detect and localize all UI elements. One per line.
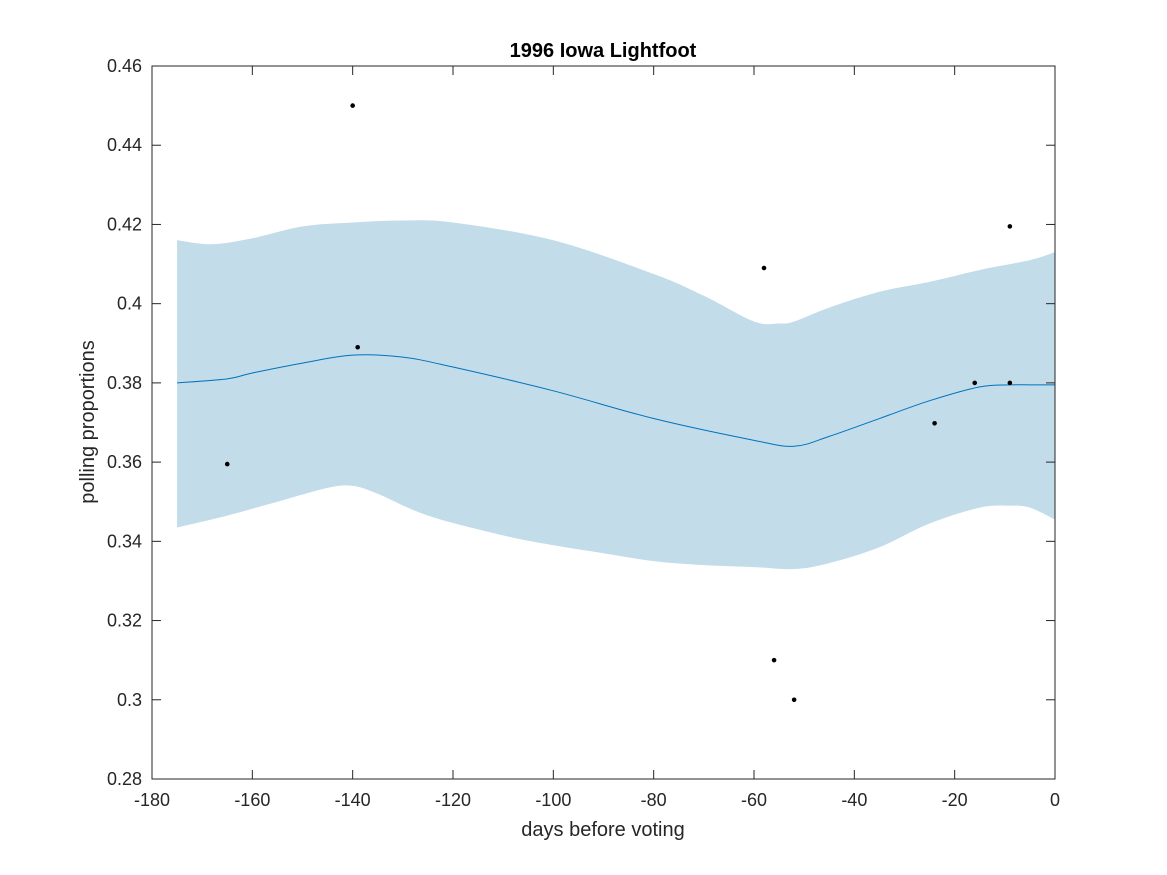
data-point [771,657,777,663]
x-tick-label: -140 [335,790,371,810]
confidence-band [177,220,1055,570]
data-point [761,265,767,271]
y-tick-label: 0.28 [107,769,142,789]
y-tick-label: 0.44 [107,135,142,155]
y-tick-label: 0.32 [107,611,142,631]
y-tick-label: 0.38 [107,373,142,393]
y-tick-label: 0.3 [117,690,142,710]
y-tick-label: 0.42 [107,214,142,234]
x-tick-label: -100 [535,790,571,810]
y-tick-label: 0.4 [117,294,142,314]
x-tick-label: -120 [435,790,471,810]
x-axis-label: days before voting [521,819,684,841]
data-point [932,420,937,426]
data-point [1007,224,1013,229]
trend-line [177,354,1055,447]
data-point [224,461,230,467]
x-tick-label: -20 [942,790,968,810]
chart-title: 1996 Iowa Lightfoot [510,40,697,62]
y-tick-label: 0.34 [107,531,142,551]
data-point [1007,380,1013,386]
data-point [791,697,797,703]
x-tick-label: -80 [641,790,667,810]
x-tick-label: -160 [234,790,270,810]
y-tick-label: 0.36 [107,452,142,472]
y-axis-label: polling proportions [77,340,99,503]
data-point [355,344,360,350]
x-tick-label: 0 [1050,790,1060,810]
x-tick-label: -40 [841,790,867,810]
data-point [350,103,355,108]
x-tick-label: -60 [741,790,767,810]
x-tick-label: -180 [134,790,170,810]
data-point [972,380,978,386]
plot-area: -180 -160 -140 -120 -100 -80 -60 -40 -20 0 0.28 0.3… [107,56,1060,810]
y-tick-label: 0.46 [107,56,142,76]
axes-box [151,65,1056,780]
